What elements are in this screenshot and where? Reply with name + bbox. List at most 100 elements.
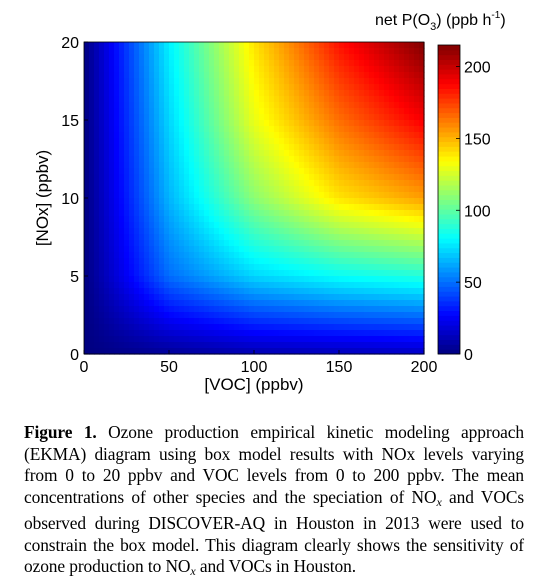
heatmap-cell xyxy=(99,150,105,157)
heatmap-cell xyxy=(234,162,240,169)
heatmap-cell xyxy=(119,66,125,73)
heatmap-cell xyxy=(339,90,345,97)
heatmap-cell xyxy=(159,228,165,235)
heatmap-cell xyxy=(239,210,245,217)
heatmap-cell xyxy=(294,54,300,61)
heatmap-cell xyxy=(199,258,205,265)
heatmap-cell xyxy=(409,168,415,175)
heatmap-cell xyxy=(369,222,375,229)
heatmap-cell xyxy=(414,78,420,85)
heatmap-cell xyxy=(199,192,205,199)
heatmap-cell xyxy=(294,192,300,199)
heatmap-cell xyxy=(399,300,405,307)
heatmap-cell xyxy=(299,300,305,307)
heatmap-cell xyxy=(184,78,190,85)
heatmap-cell xyxy=(419,306,425,313)
heatmap-cell xyxy=(99,156,105,163)
heatmap-cell xyxy=(359,168,365,175)
heatmap-cell xyxy=(309,324,315,331)
heatmap-cell xyxy=(399,348,405,355)
heatmap-cell xyxy=(319,90,325,97)
heatmap-cell xyxy=(369,192,375,199)
heatmap-cell xyxy=(264,60,270,67)
heatmap-cell xyxy=(384,330,390,337)
heatmap-cell xyxy=(394,150,400,157)
heatmap-cell xyxy=(209,150,215,157)
heatmap-cell xyxy=(404,54,410,61)
heatmap-cell xyxy=(379,282,385,289)
heatmap-cell xyxy=(339,78,345,85)
heatmap-cell xyxy=(344,96,350,103)
heatmap-cell xyxy=(199,324,205,331)
heatmap-cell xyxy=(404,102,410,109)
heatmap-cell xyxy=(359,78,365,85)
heatmap-cell xyxy=(269,336,275,343)
heatmap-cell xyxy=(314,240,320,247)
heatmap-cell xyxy=(404,216,410,223)
heatmap-cell xyxy=(324,96,330,103)
heatmap-cell xyxy=(414,84,420,91)
heatmap-cell xyxy=(244,270,250,277)
heatmap-cell xyxy=(189,222,195,229)
heatmap-cell xyxy=(114,102,120,109)
heatmap-cell xyxy=(164,42,170,49)
heatmap-cell xyxy=(379,180,385,187)
heatmap-cell xyxy=(419,234,425,241)
heatmap-cell xyxy=(249,330,255,337)
heatmap-cell xyxy=(269,150,275,157)
heatmap-cell xyxy=(359,84,365,91)
heatmap-cell xyxy=(319,126,325,133)
heatmap-cell xyxy=(354,126,360,133)
heatmap-cell xyxy=(184,156,190,163)
heatmap-cell xyxy=(354,342,360,349)
heatmap-cell xyxy=(144,222,150,229)
heatmap-cell xyxy=(89,96,95,103)
heatmap-cell xyxy=(394,312,400,319)
heatmap-cell xyxy=(389,330,395,337)
heatmap-cell xyxy=(159,108,165,115)
heatmap-cell xyxy=(379,150,385,157)
heatmap-cell xyxy=(119,228,125,235)
heatmap-cell xyxy=(314,186,320,193)
heatmap-cell xyxy=(104,162,110,169)
heatmap-cell xyxy=(334,252,340,259)
heatmap-cell xyxy=(254,264,260,271)
heatmap-cell xyxy=(314,108,320,115)
heatmap-cell xyxy=(84,264,90,271)
heatmap-cell xyxy=(179,120,185,127)
heatmap-cell xyxy=(349,294,355,301)
heatmap-cell xyxy=(419,180,425,187)
heatmap-cell xyxy=(129,114,135,121)
heatmap-cell xyxy=(194,246,200,253)
heatmap-cell xyxy=(134,102,140,109)
heatmap-cell xyxy=(344,276,350,283)
heatmap-cell xyxy=(174,216,180,223)
heatmap-cell xyxy=(189,84,195,91)
heatmap-cell xyxy=(354,84,360,91)
heatmap-cell xyxy=(199,90,205,97)
heatmap-cell xyxy=(289,156,295,163)
heatmap-cell xyxy=(374,102,380,109)
heatmap-cell xyxy=(159,294,165,301)
heatmap-cell xyxy=(239,180,245,187)
heatmap-cell xyxy=(404,108,410,115)
heatmap-cell xyxy=(399,234,405,241)
heatmap-cell xyxy=(334,54,340,61)
heatmap-cell xyxy=(224,132,230,139)
heatmap-cell xyxy=(264,330,270,337)
heatmap-cell xyxy=(269,66,275,73)
heatmap-cell xyxy=(249,276,255,283)
heatmap-cell xyxy=(384,300,390,307)
heatmap-cell xyxy=(384,108,390,115)
heatmap-cell xyxy=(224,102,230,109)
heatmap-cell xyxy=(164,312,170,319)
heatmap-cell xyxy=(299,186,305,193)
heatmap-cell xyxy=(334,330,340,337)
heatmap-cell xyxy=(299,228,305,235)
heatmap-cell xyxy=(304,216,310,223)
heatmap-cell xyxy=(194,96,200,103)
heatmap-cell xyxy=(264,138,270,145)
heatmap-cell xyxy=(84,210,90,217)
heatmap-cell xyxy=(184,252,190,259)
heatmap-cell xyxy=(399,240,405,247)
